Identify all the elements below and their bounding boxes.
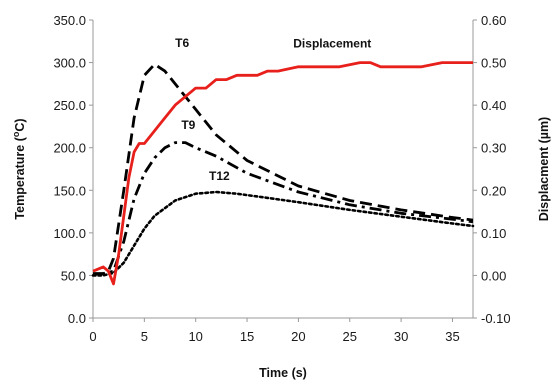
plot-area (92, 20, 474, 319)
y-axis-left-label: Temperature (oC) (11, 118, 27, 219)
y-axis-left-ticks: 0.0 50.0 100.0 150.0 200.0 250.0 300.0 350.0 (53, 13, 93, 326)
y-right-tick-label: 0.50 (481, 56, 506, 71)
y-left-tick-label: 200.0 (53, 141, 86, 156)
series-line-t12 (91, 190, 475, 277)
x-axis-label: Time (s) (259, 366, 307, 380)
x-tick-label: 15 (240, 329, 254, 344)
y-axis-left-label-unit: C) (13, 118, 27, 131)
y-left-tick-label: 350.0 (53, 13, 86, 28)
y-axis-right-ticks: -0.10 0.00 0.10 0.20 0.30 0.40 0.50 0.60 (473, 13, 511, 326)
series-label-t6: T6 (175, 36, 189, 50)
y-left-tick-label: 300.0 (53, 56, 86, 71)
y-right-tick-label: 0.30 (481, 141, 506, 156)
y-right-tick-label: 0.20 (481, 183, 506, 198)
series-label-t9: T9 (181, 118, 195, 132)
y-left-tick-label: 150.0 (53, 183, 86, 198)
x-tick-label: 5 (141, 329, 148, 344)
series-line-displacement (92, 61, 473, 286)
y-left-tick-label: 0.0 (68, 311, 86, 326)
x-axis-ticks: 0 5 10 15 20 25 30 35 (89, 318, 460, 344)
series-line-t9 (93, 141, 474, 276)
series-label-t12: T12 (209, 169, 230, 183)
y-left-tick-label: 100.0 (53, 226, 86, 241)
series-label-displacement: Displacement (293, 37, 371, 51)
y-right-tick-label: -0.10 (481, 311, 511, 326)
x-tick-label: 10 (188, 329, 202, 344)
y-right-tick-label: 0.10 (481, 226, 506, 241)
y-right-tick-label: 0.00 (481, 268, 506, 283)
x-tick-label: 0 (89, 329, 96, 344)
y-right-tick-label: 0.40 (481, 98, 506, 113)
y-axis-left-label-degree: o (11, 131, 21, 137)
series-layer (91, 61, 475, 286)
y-left-tick-label: 50.0 (61, 268, 86, 283)
x-tick-label: 20 (291, 329, 305, 344)
x-tick-label: 35 (445, 329, 459, 344)
y-axis-right-label: Displacment (µm) (537, 117, 551, 221)
series-labels: T6 T9 T12 Displacement (175, 36, 371, 183)
x-tick-label: 25 (343, 329, 357, 344)
x-tick-label: 30 (394, 329, 408, 344)
y-axis-left-label-text: Temperature ( (13, 136, 27, 219)
y-left-tick-label: 250.0 (53, 98, 86, 113)
y-right-tick-label: 0.60 (481, 13, 506, 28)
series-line-t6 (93, 62, 474, 276)
